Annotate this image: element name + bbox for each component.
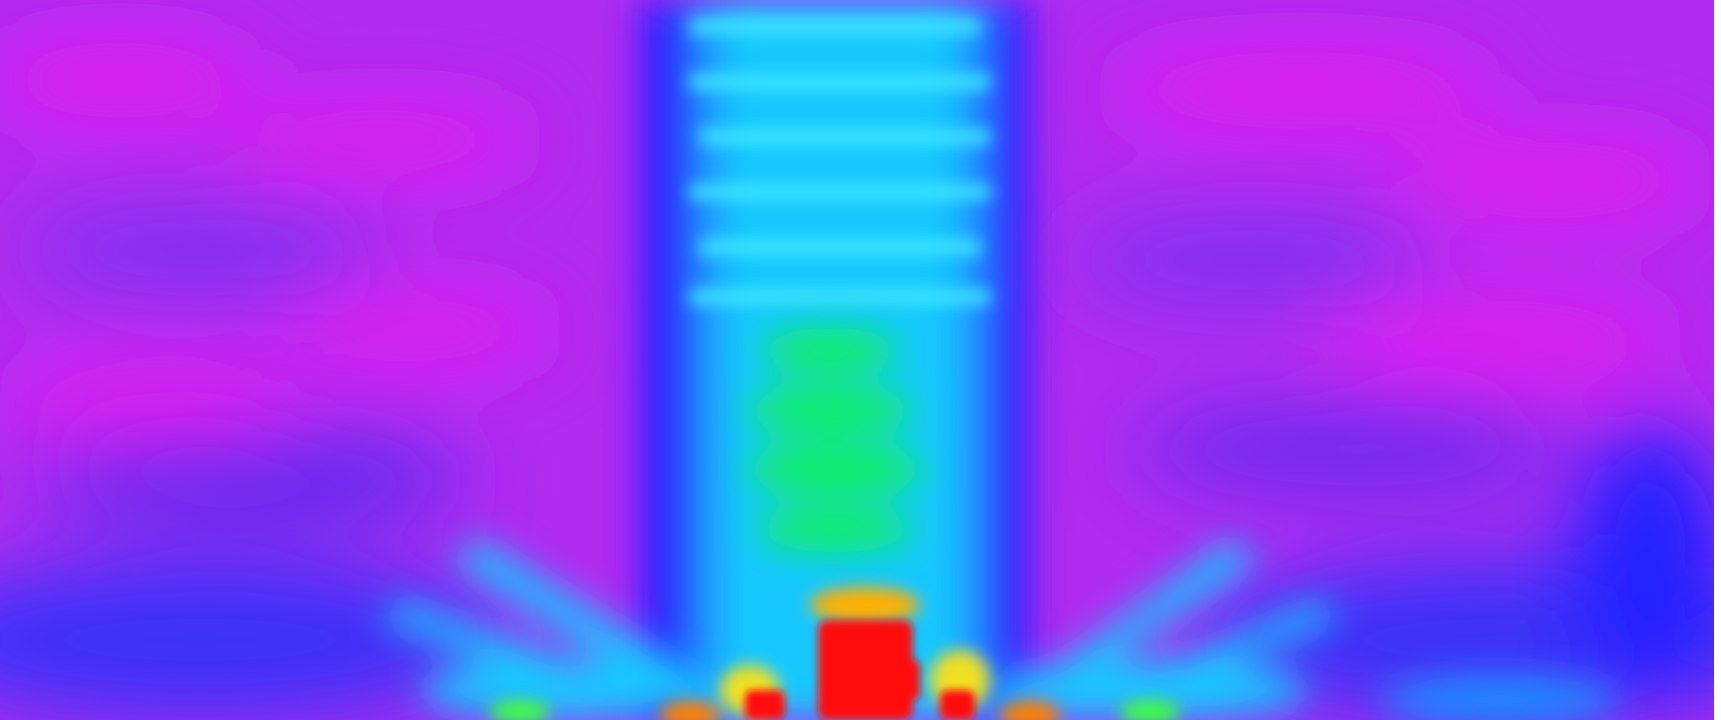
radiating-lobes [380,540,1620,720]
beam-fringes [690,20,990,304]
green-lobes [745,328,925,552]
source-core [745,620,975,720]
background-mottling [0,40,1714,720]
central-beam [640,0,1030,720]
